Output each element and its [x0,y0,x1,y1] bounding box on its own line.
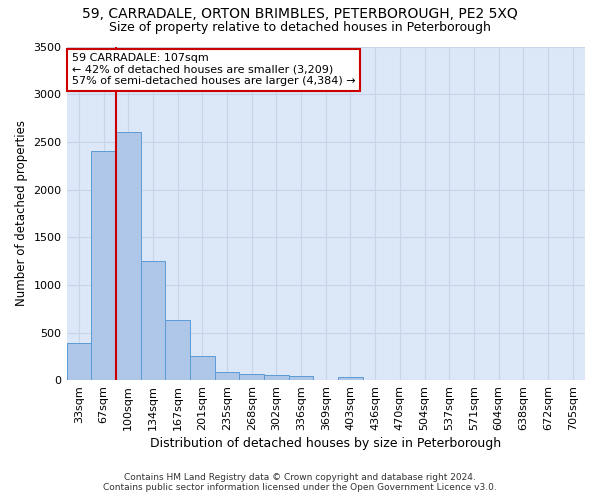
Bar [239,374,264,380]
Bar [140,261,165,380]
Text: 59, CARRADALE, ORTON BRIMBLES, PETERBOROUGH, PE2 5XQ: 59, CARRADALE, ORTON BRIMBLES, PETERBORO… [82,8,518,22]
Bar [91,152,116,380]
Bar [116,132,140,380]
Bar [338,378,363,380]
Bar [165,320,190,380]
Bar [264,375,289,380]
Bar [215,372,239,380]
Text: 59 CARRADALE: 107sqm
← 42% of detached houses are smaller (3,209)
57% of semi-de: 59 CARRADALE: 107sqm ← 42% of detached h… [72,53,355,86]
Y-axis label: Number of detached properties: Number of detached properties [15,120,28,306]
X-axis label: Distribution of detached houses by size in Peterborough: Distribution of detached houses by size … [150,437,502,450]
Bar [67,343,91,380]
Text: Contains HM Land Registry data © Crown copyright and database right 2024.
Contai: Contains HM Land Registry data © Crown c… [103,473,497,492]
Bar [190,356,215,380]
Text: Size of property relative to detached houses in Peterborough: Size of property relative to detached ho… [109,21,491,34]
Bar [289,376,313,380]
